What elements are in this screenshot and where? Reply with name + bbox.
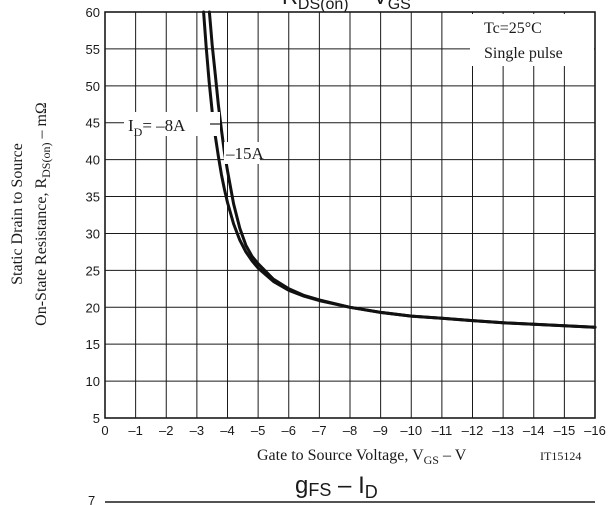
y-axis-label-line1: Static Drain to Source: [9, 143, 26, 285]
x-tick-label: –6: [282, 423, 296, 438]
y-axis-ticks: 5 10 15 20 25 30 35 40 45 50 55 60: [86, 5, 100, 426]
chart-title-top: RDS(on) – VGS: [282, 0, 411, 13]
x-tick-label: –14: [523, 423, 545, 438]
x-tick-label: –12: [462, 423, 484, 438]
series-label-8a-bg: [124, 112, 220, 136]
y-tick-label: 5: [93, 411, 100, 426]
condition-tc: Tc=25°C: [484, 20, 542, 37]
x-tick-label: –7: [312, 423, 326, 438]
x-tick-label: –9: [373, 423, 387, 438]
series-label-8a: ID= –8A: [128, 116, 186, 139]
series-label-15a: –15A: [225, 144, 265, 163]
x-tick-label: –16: [584, 423, 606, 438]
y-tick-label: 10: [86, 374, 100, 389]
x-tick-label: –15: [554, 423, 576, 438]
y-tick-label: 30: [86, 226, 100, 241]
y-tick-label: 45: [86, 116, 100, 131]
curves: [202, 10, 597, 329]
series-label-15a-bg: [224, 142, 260, 164]
y-tick-label: 35: [86, 190, 100, 205]
y-axis-label-line2: On-State Resistance, RDS(on) – mΩ: [33, 102, 53, 326]
y-tick-label: 25: [86, 263, 100, 278]
x-tick-label: 0: [101, 423, 108, 438]
x-tick-label: –2: [159, 423, 173, 438]
y-tick-label: 60: [86, 5, 100, 20]
x-tick-label: –4: [220, 423, 234, 438]
y-tick-label: 50: [86, 79, 100, 94]
next-chart-title: gFS – ID: [295, 472, 378, 502]
plot-frame: [104, 11, 596, 419]
x-tick-label: –8: [343, 423, 357, 438]
grid: [104, 11, 596, 419]
condition-pulse: Single pulse: [484, 45, 563, 62]
y-tick-label: 55: [86, 42, 100, 57]
conditions-box: [470, 14, 594, 66]
x-tick-label: –3: [190, 423, 204, 438]
y-tick-label: 20: [86, 300, 100, 315]
x-axis-label: Gate to Source Voltage, VGS – V: [257, 447, 467, 467]
y-tick-label: 40: [86, 153, 100, 168]
next-chart-partial-tick: 7: [88, 493, 95, 505]
x-tick-label: –10: [400, 423, 422, 438]
x-tick-label: –11: [432, 423, 453, 438]
curve-id-15a: [207, 10, 597, 329]
y-tick-label: 15: [86, 337, 100, 352]
figure-id: IT15124: [540, 449, 581, 463]
x-tick-label: –1: [128, 423, 142, 438]
x-axis-ticks: 0 –1 –2 –3 –4 –5 –6 –7 –8 –9 –10 –11 –12 –13 –14 –15 –16: [101, 423, 605, 438]
x-tick-label: –13: [492, 423, 514, 438]
x-tick-label: –5: [251, 423, 265, 438]
